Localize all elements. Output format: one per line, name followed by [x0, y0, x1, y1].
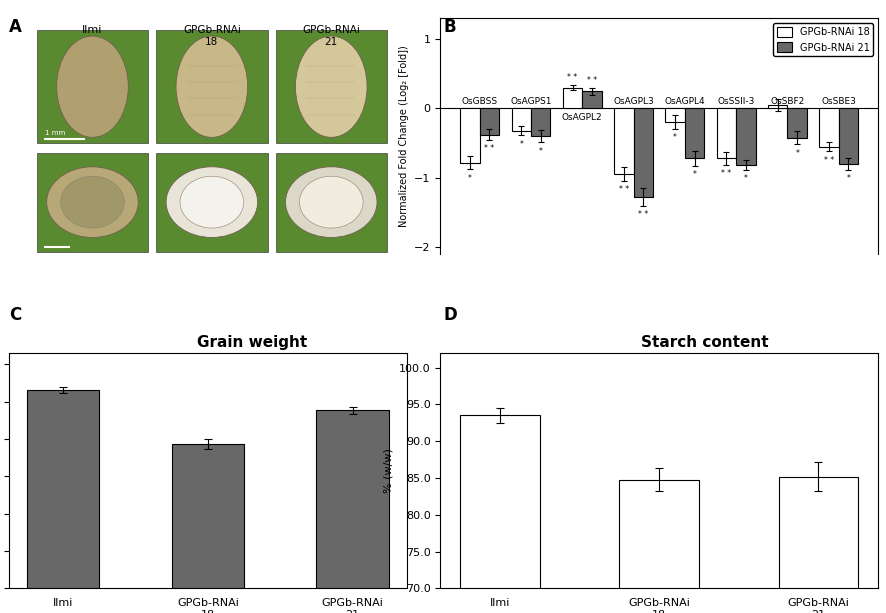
- Bar: [633, 109, 652, 197]
- Bar: [511, 109, 531, 131]
- Bar: [787, 109, 806, 137]
- Text: OsSBF2: OsSBF2: [769, 97, 804, 107]
- Text: OsSSII-3: OsSSII-3: [717, 97, 754, 107]
- Text: OsAGPL2: OsAGPL2: [562, 113, 602, 121]
- Text: *: *: [795, 148, 798, 158]
- Ellipse shape: [295, 36, 367, 137]
- Bar: [767, 105, 787, 109]
- Y-axis label: Normalized Fold Change (Log₂ [Fold]): Normalized Fold Change (Log₂ [Fold]): [398, 45, 408, 227]
- Bar: [735, 109, 755, 166]
- Y-axis label: % (w/w): % (w/w): [383, 448, 393, 493]
- Text: Grain weight: Grain weight: [197, 335, 307, 351]
- Ellipse shape: [180, 176, 244, 228]
- FancyBboxPatch shape: [276, 153, 386, 251]
- Text: B: B: [443, 18, 455, 36]
- Bar: [618, 479, 698, 613]
- FancyBboxPatch shape: [276, 30, 386, 143]
- Text: * *: * *: [638, 210, 648, 219]
- Text: * *: * *: [720, 169, 731, 178]
- Ellipse shape: [166, 167, 257, 237]
- Bar: [531, 109, 550, 136]
- Text: * *: * *: [618, 185, 628, 194]
- Bar: [479, 109, 499, 135]
- Text: * *: * *: [484, 145, 494, 153]
- Ellipse shape: [57, 36, 128, 137]
- Text: * *: * *: [567, 73, 577, 82]
- Bar: [716, 109, 735, 158]
- Text: OsGBSS: OsGBSS: [461, 97, 497, 107]
- Text: *: *: [518, 140, 523, 148]
- Ellipse shape: [285, 167, 377, 237]
- Ellipse shape: [175, 36, 247, 137]
- Bar: [27, 390, 99, 613]
- Text: A: A: [9, 18, 22, 36]
- Bar: [460, 109, 479, 162]
- Ellipse shape: [47, 167, 138, 237]
- FancyBboxPatch shape: [156, 30, 268, 143]
- Text: *: *: [845, 174, 850, 183]
- Bar: [664, 109, 684, 123]
- Bar: [460, 416, 540, 613]
- Text: OsSBE3: OsSBE3: [820, 97, 855, 107]
- Text: OsAGPL4: OsAGPL4: [664, 97, 704, 107]
- Ellipse shape: [299, 176, 362, 228]
- Text: C: C: [9, 306, 21, 324]
- Text: * *: * *: [823, 156, 833, 164]
- Text: OsAGPL3: OsAGPL3: [612, 97, 653, 107]
- Text: OsAGPS1: OsAGPS1: [509, 97, 551, 107]
- Legend: GPGb-RNAi 18, GPGb-RNAi 21: GPGb-RNAi 18, GPGb-RNAi 21: [773, 23, 873, 56]
- Bar: [819, 109, 838, 147]
- Text: *: *: [538, 147, 542, 156]
- Bar: [613, 109, 633, 174]
- Ellipse shape: [60, 176, 124, 228]
- Text: * *: * *: [587, 76, 596, 85]
- Bar: [562, 88, 581, 109]
- Bar: [316, 411, 388, 613]
- Bar: [838, 109, 858, 164]
- Text: Starch content: Starch content: [641, 335, 768, 351]
- FancyBboxPatch shape: [36, 30, 148, 143]
- FancyBboxPatch shape: [156, 153, 268, 251]
- Text: *: *: [743, 174, 747, 183]
- Text: *: *: [672, 134, 676, 142]
- Bar: [581, 91, 601, 109]
- Bar: [172, 444, 244, 613]
- Bar: [684, 109, 703, 158]
- Text: *: *: [468, 173, 471, 183]
- Text: D: D: [443, 306, 457, 324]
- Text: GPGb-RNAi
21: GPGb-RNAi 21: [302, 26, 360, 47]
- Text: GPGb-RNAi
18: GPGb-RNAi 18: [183, 26, 240, 47]
- Text: 1 mm: 1 mm: [44, 130, 65, 136]
- Bar: [778, 476, 858, 613]
- Text: *: *: [692, 170, 696, 179]
- FancyBboxPatch shape: [36, 153, 148, 251]
- Text: Ilmi: Ilmi: [82, 26, 103, 36]
